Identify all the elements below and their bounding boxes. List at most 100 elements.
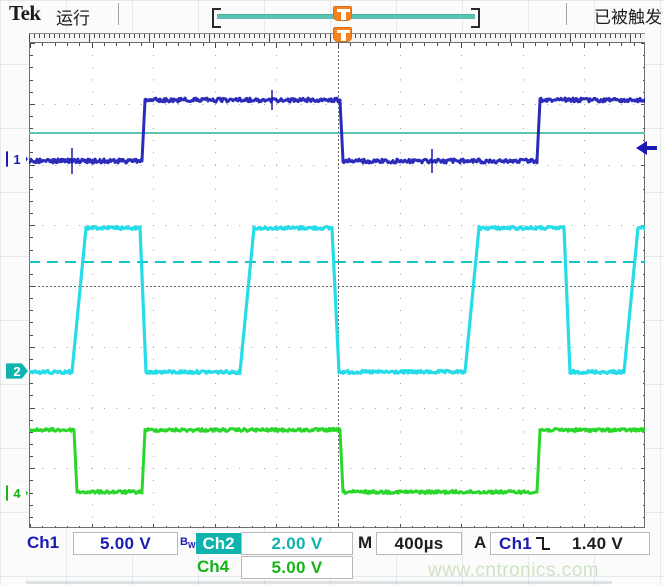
graticule-edge-tick — [140, 43, 142, 46]
graticule-edge-tick — [643, 516, 644, 518]
graticule-edge-tick — [42, 43, 44, 46]
trigger-position-icon-top[interactable] — [333, 6, 352, 21]
graticule-edge-tick — [641, 103, 644, 105]
ch4-handle[interactable]: 4 — [6, 483, 28, 503]
trigger-readout-box[interactable]: Ch1 1.40 V — [490, 532, 650, 555]
trigger-source-label: Ch1 — [499, 533, 533, 553]
graticule-edge-tick — [153, 524, 155, 527]
graticule-edge-tick — [30, 273, 33, 275]
graticule-edge-tick — [633, 43, 635, 46]
trigger-level-label: 1.40 V — [572, 533, 623, 553]
ch2-readout-label[interactable]: Ch2 — [196, 533, 241, 554]
graticule-edge-tick — [165, 526, 167, 527]
run-state-label: 运行 — [56, 9, 90, 28]
graticule-edge-tick — [202, 526, 204, 527]
graticule-edge-tick — [643, 273, 644, 275]
trace-ch4 — [29, 427, 645, 495]
graticule-hline — [30, 468, 644, 470]
graticule-edge-tick — [643, 371, 644, 373]
graticule-edge-tick — [424, 526, 426, 527]
graticule-edge-tick — [643, 176, 644, 178]
record-bracket-left — [212, 8, 221, 28]
graticule-edge-tick — [165, 43, 167, 46]
graticule-edge-tick — [128, 43, 130, 46]
graticule-vline — [338, 43, 339, 527]
ch2-cursor-line[interactable] — [29, 261, 645, 263]
graticule-edge-tick — [399, 43, 401, 48]
timebase-prefix: M — [358, 533, 373, 552]
graticule-edge-tick — [641, 164, 644, 166]
graticule-edge-tick — [153, 43, 155, 48]
graticule-edge-tick — [387, 43, 389, 46]
ch1-readout-label[interactable]: Ch1 — [27, 533, 60, 552]
graticule-edge-tick — [609, 526, 610, 527]
trigger-level-line[interactable] — [29, 132, 645, 134]
graticule-edge-tick — [399, 524, 401, 527]
graticule-edge-tick — [264, 526, 266, 527]
graticule-edge-tick — [362, 43, 364, 46]
graticule-edge-tick — [276, 43, 278, 48]
graticule-edge-tick — [30, 443, 33, 445]
graticule-edge-tick — [30, 201, 33, 202]
ch2-scale-box[interactable]: 2.00 V — [241, 532, 353, 555]
readout-shadow — [26, 581, 612, 584]
graticule-vline — [91, 43, 93, 527]
graticule-edge-tick — [30, 188, 33, 190]
graticule-vline — [276, 43, 278, 527]
graticule-edge-tick — [30, 419, 33, 421]
graticule-edge-tick — [547, 526, 549, 527]
graticule-edge-tick — [30, 79, 33, 81]
ch2-handle[interactable]: 2 — [6, 361, 28, 381]
graticule-edge-tick — [30, 55, 33, 57]
ch4-readout-label[interactable]: Ch4 — [197, 557, 230, 576]
graticule-edge-tick — [42, 526, 44, 527]
site-watermark: www.cntronics.com — [428, 560, 600, 581]
graticule-edge-tick — [643, 128, 644, 129]
graticule-edge-tick — [643, 443, 644, 445]
ch1-handle[interactable]: 1 — [6, 149, 28, 169]
graticule-edge-tick — [325, 43, 327, 46]
graticule-edge-tick — [239, 526, 241, 527]
graticule-edge-tick — [535, 43, 537, 46]
graticule-edge-tick — [609, 43, 610, 46]
graticule-vline — [153, 43, 155, 527]
graticule-edge-tick — [30, 103, 35, 105]
graticule-edge-tick — [30, 383, 33, 385]
graticule-edge-tick — [202, 43, 204, 46]
graticule-edge-tick — [448, 43, 450, 46]
graticule-edge-tick — [643, 456, 644, 458]
record-bracket-right — [471, 8, 480, 28]
timebase-box[interactable]: 400µs — [376, 532, 462, 555]
ch1-scale-box[interactable]: 5.00 V — [73, 532, 178, 555]
graticule-edge-tick — [522, 43, 524, 48]
graticule-edge-tick — [103, 526, 105, 527]
ch1-bandwidth-icon: BW — [180, 536, 196, 551]
graticule-hline — [30, 164, 644, 166]
graticule-edge-tick — [30, 91, 33, 93]
graticule-edge-tick — [643, 395, 644, 397]
trigger-state-label: 已被触发 — [594, 8, 662, 27]
graticule-edge-tick — [485, 526, 487, 527]
header-divider-left — [118, 3, 119, 25]
graticule-edge-tick — [91, 43, 93, 48]
graticule-edge-tick — [510, 43, 512, 46]
graticule-edge-tick — [643, 237, 644, 239]
ch1-level-arrow-icon[interactable] — [636, 141, 647, 155]
graticule-edge-tick — [177, 526, 179, 527]
graticule-edge-tick — [510, 526, 512, 527]
graticule-edge-tick — [338, 524, 339, 527]
graticule-edge-tick — [214, 43, 216, 48]
graticule-edge-tick — [641, 468, 644, 470]
ch2-handle-label: 2 — [6, 363, 28, 379]
ch4-scale-box[interactable]: 5.00 V — [241, 556, 353, 579]
graticule-edge-tick — [498, 43, 500, 46]
graticule-edge-tick — [411, 526, 413, 527]
graticule-edge-tick — [643, 213, 644, 215]
graticule-edge-tick — [30, 322, 33, 324]
graticule-edge-tick — [643, 419, 644, 421]
graticule-hline — [30, 407, 644, 409]
graticule-edge-tick — [264, 43, 266, 46]
graticule-edge-tick — [643, 492, 644, 494]
graticule-edge-tick — [128, 526, 130, 527]
